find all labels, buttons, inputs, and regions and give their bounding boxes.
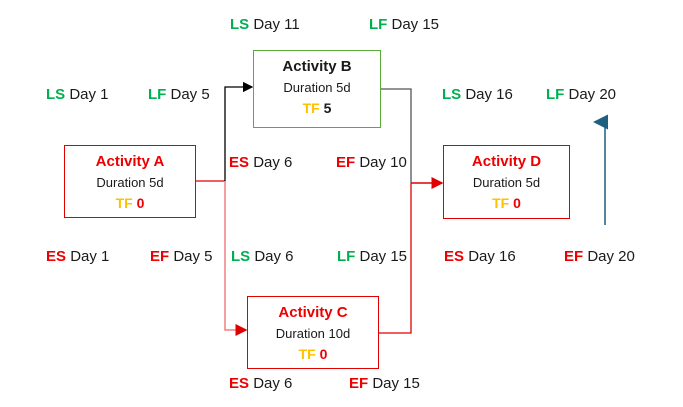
- connector-from-b: [381, 88, 412, 183]
- activity-c-box[interactable]: Activity C Duration 10d TF 0: [247, 296, 379, 369]
- a-late-finish: LF Day 5: [148, 86, 210, 103]
- activity-a-box[interactable]: Activity A Duration 5d TF 0: [64, 145, 196, 218]
- d-early-finish: EF Day 20: [564, 248, 635, 265]
- activity-title: Activity C: [278, 304, 348, 321]
- activity-d-box[interactable]: Activity D Duration 5d TF 0: [443, 145, 570, 219]
- connector-from-c: [379, 183, 412, 334]
- d-early-start: ES Day 16: [444, 248, 516, 265]
- tf-label: TF: [115, 195, 133, 211]
- tf-value: 5: [323, 100, 332, 116]
- c-late-finish: LF Day 15: [337, 248, 408, 265]
- activity-title: Activity B: [282, 58, 352, 75]
- tf-value: 0: [136, 195, 145, 211]
- activity-duration: Duration 5d: [96, 175, 164, 190]
- a-early-start: ES Day 1: [46, 248, 110, 265]
- tf-label: TF: [298, 346, 316, 362]
- connector-to-c: [224, 181, 248, 336]
- tf-value: 0: [513, 195, 521, 211]
- activity-title: Activity D: [471, 153, 542, 170]
- tf-label: TF: [302, 100, 320, 116]
- tf-value: 0: [319, 346, 328, 362]
- b-late-start: LS Day 11: [230, 16, 300, 33]
- tf-label: TF: [492, 195, 510, 211]
- d-late-finish: LF Day 20: [546, 86, 617, 103]
- a-late-start: LS Day 1: [46, 86, 109, 103]
- c-late-start: LS Day 6: [231, 248, 294, 265]
- connector-to-b: [224, 81, 254, 181]
- activity-duration: Duration 10d: [275, 326, 351, 341]
- activity-b-box[interactable]: Activity B Duration 5d TF 5: [253, 50, 381, 128]
- c-early-start: ES Day 6: [229, 375, 293, 392]
- c-early-finish: EF Day 15: [349, 375, 420, 392]
- b-early-start: ES Day 6: [229, 154, 293, 171]
- b-early-finish: EF Day 10: [336, 154, 407, 171]
- b-late-finish: LF Day 15: [369, 16, 440, 33]
- activity-duration: Duration 5d: [472, 175, 541, 190]
- a-early-finish: EF Day 5: [150, 248, 213, 265]
- activity-duration: Duration 5d: [283, 80, 351, 95]
- d-late-start: LS Day 16: [442, 86, 513, 103]
- activity-title: Activity A: [95, 153, 165, 170]
